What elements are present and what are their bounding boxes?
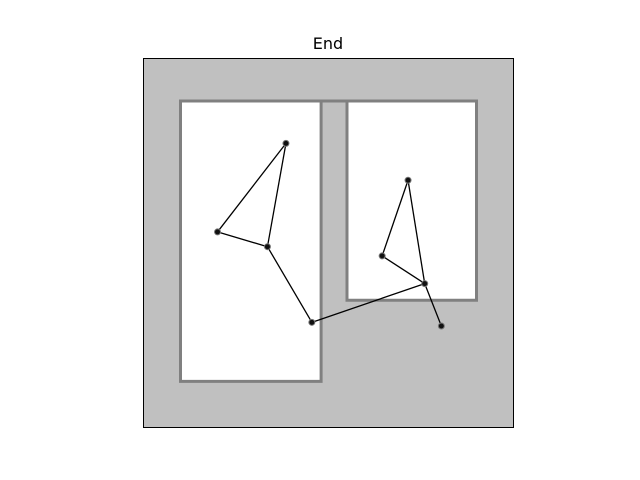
path-segment-4 (266, 246, 313, 323)
path-segment-6 (381, 255, 426, 285)
path-node-1 (282, 139, 290, 147)
chart-title: End (313, 34, 343, 53)
path-node-3 (263, 243, 271, 251)
path-segment-7 (381, 180, 409, 257)
path-lines (216, 142, 442, 327)
path-node-2 (214, 228, 221, 236)
path-segment-9 (424, 283, 442, 327)
path-segment-1 (216, 142, 287, 233)
path-node-4 (308, 318, 316, 326)
path-node-5 (421, 280, 429, 288)
path-segment-3 (266, 143, 287, 247)
floor-region (179, 99, 478, 383)
path-node-7 (404, 176, 412, 184)
path-segment-2 (217, 231, 268, 248)
path-segment-8 (407, 180, 426, 284)
path-nodes (214, 139, 445, 330)
plot-area (143, 58, 514, 428)
path-node-8 (437, 322, 445, 330)
axes-frame (143, 58, 514, 428)
path-node-6 (378, 252, 386, 260)
path-segment-5 (311, 282, 425, 323)
